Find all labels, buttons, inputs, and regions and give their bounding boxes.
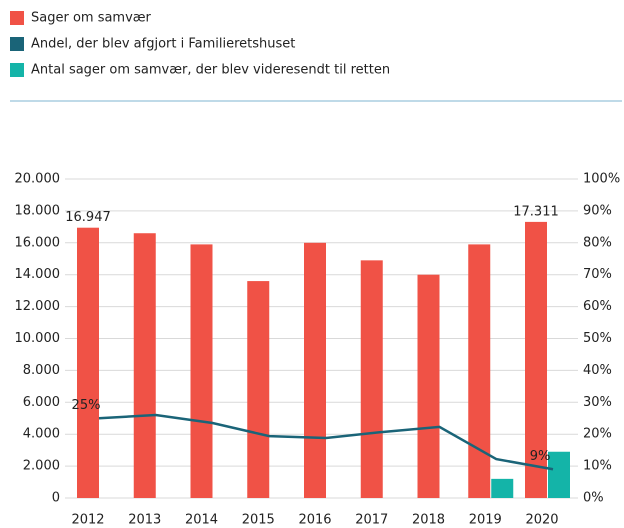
- x-tick-label: 2012: [71, 513, 104, 528]
- bar: [247, 281, 270, 498]
- bar: [525, 221, 547, 498]
- x-tick-label: 2016: [298, 513, 331, 528]
- bar: [548, 451, 570, 498]
- bar: [304, 242, 326, 498]
- y-tick-label: 0: [52, 491, 60, 506]
- bar: [360, 260, 383, 498]
- legend-label: Sager om samvær: [31, 11, 152, 26]
- y-tick-label: 20.000: [15, 172, 61, 187]
- y2-tick-label: 30%: [583, 395, 612, 410]
- y-tick-label: 4.000: [23, 427, 60, 442]
- y-tick-label: 10.000: [15, 331, 61, 346]
- bar: [417, 274, 440, 498]
- bar: [491, 478, 514, 498]
- data-label: 17.311: [513, 204, 559, 219]
- bar: [468, 244, 491, 498]
- line: [98, 413, 554, 471]
- y-tick-label: 8.000: [23, 363, 60, 378]
- y-tick-label: 6.000: [23, 395, 60, 410]
- y2-tick-label: 70%: [583, 267, 612, 282]
- y2-tick-label: 10%: [583, 459, 612, 474]
- legend-swatch: [10, 11, 24, 25]
- y2-tick-label: 100%: [583, 172, 620, 187]
- x-tick-label: 2014: [185, 513, 218, 528]
- y-tick-label: 16.000: [15, 235, 61, 250]
- bar: [133, 233, 156, 499]
- y-tick-label: 2.000: [23, 459, 60, 474]
- x-tick-label: 2018: [412, 513, 445, 528]
- y-tick-label: 14.000: [15, 267, 61, 282]
- legend-swatch: [10, 37, 24, 51]
- legend-label: Antal sager om samvær, der blev viderese…: [31, 63, 390, 78]
- y-tick-label: 18.000: [15, 203, 61, 218]
- data-label: 16.947: [65, 210, 111, 225]
- legend-label: Andel, der blev afgjort i Familieretshus…: [31, 37, 295, 52]
- x-tick-label: 2020: [525, 513, 558, 528]
- x-tick-label: 2015: [242, 513, 275, 528]
- data-label: 25%: [72, 398, 101, 413]
- x-tick-label: 2017: [355, 513, 388, 528]
- x-tick-label: 2019: [469, 513, 502, 528]
- bar: [77, 227, 99, 498]
- x-tick-label: 2013: [128, 513, 161, 528]
- legend-swatch: [10, 63, 24, 77]
- data-label: 9%: [530, 449, 551, 464]
- y2-tick-label: 60%: [583, 299, 612, 314]
- y2-tick-label: 90%: [583, 203, 612, 218]
- y2-tick-label: 0%: [583, 491, 604, 506]
- bar: [190, 244, 213, 498]
- y2-tick-label: 50%: [583, 331, 612, 346]
- y-tick-label: 12.000: [15, 299, 61, 314]
- y2-tick-label: 20%: [583, 427, 612, 442]
- y2-tick-label: 40%: [583, 363, 612, 378]
- y2-tick-label: 80%: [583, 235, 612, 250]
